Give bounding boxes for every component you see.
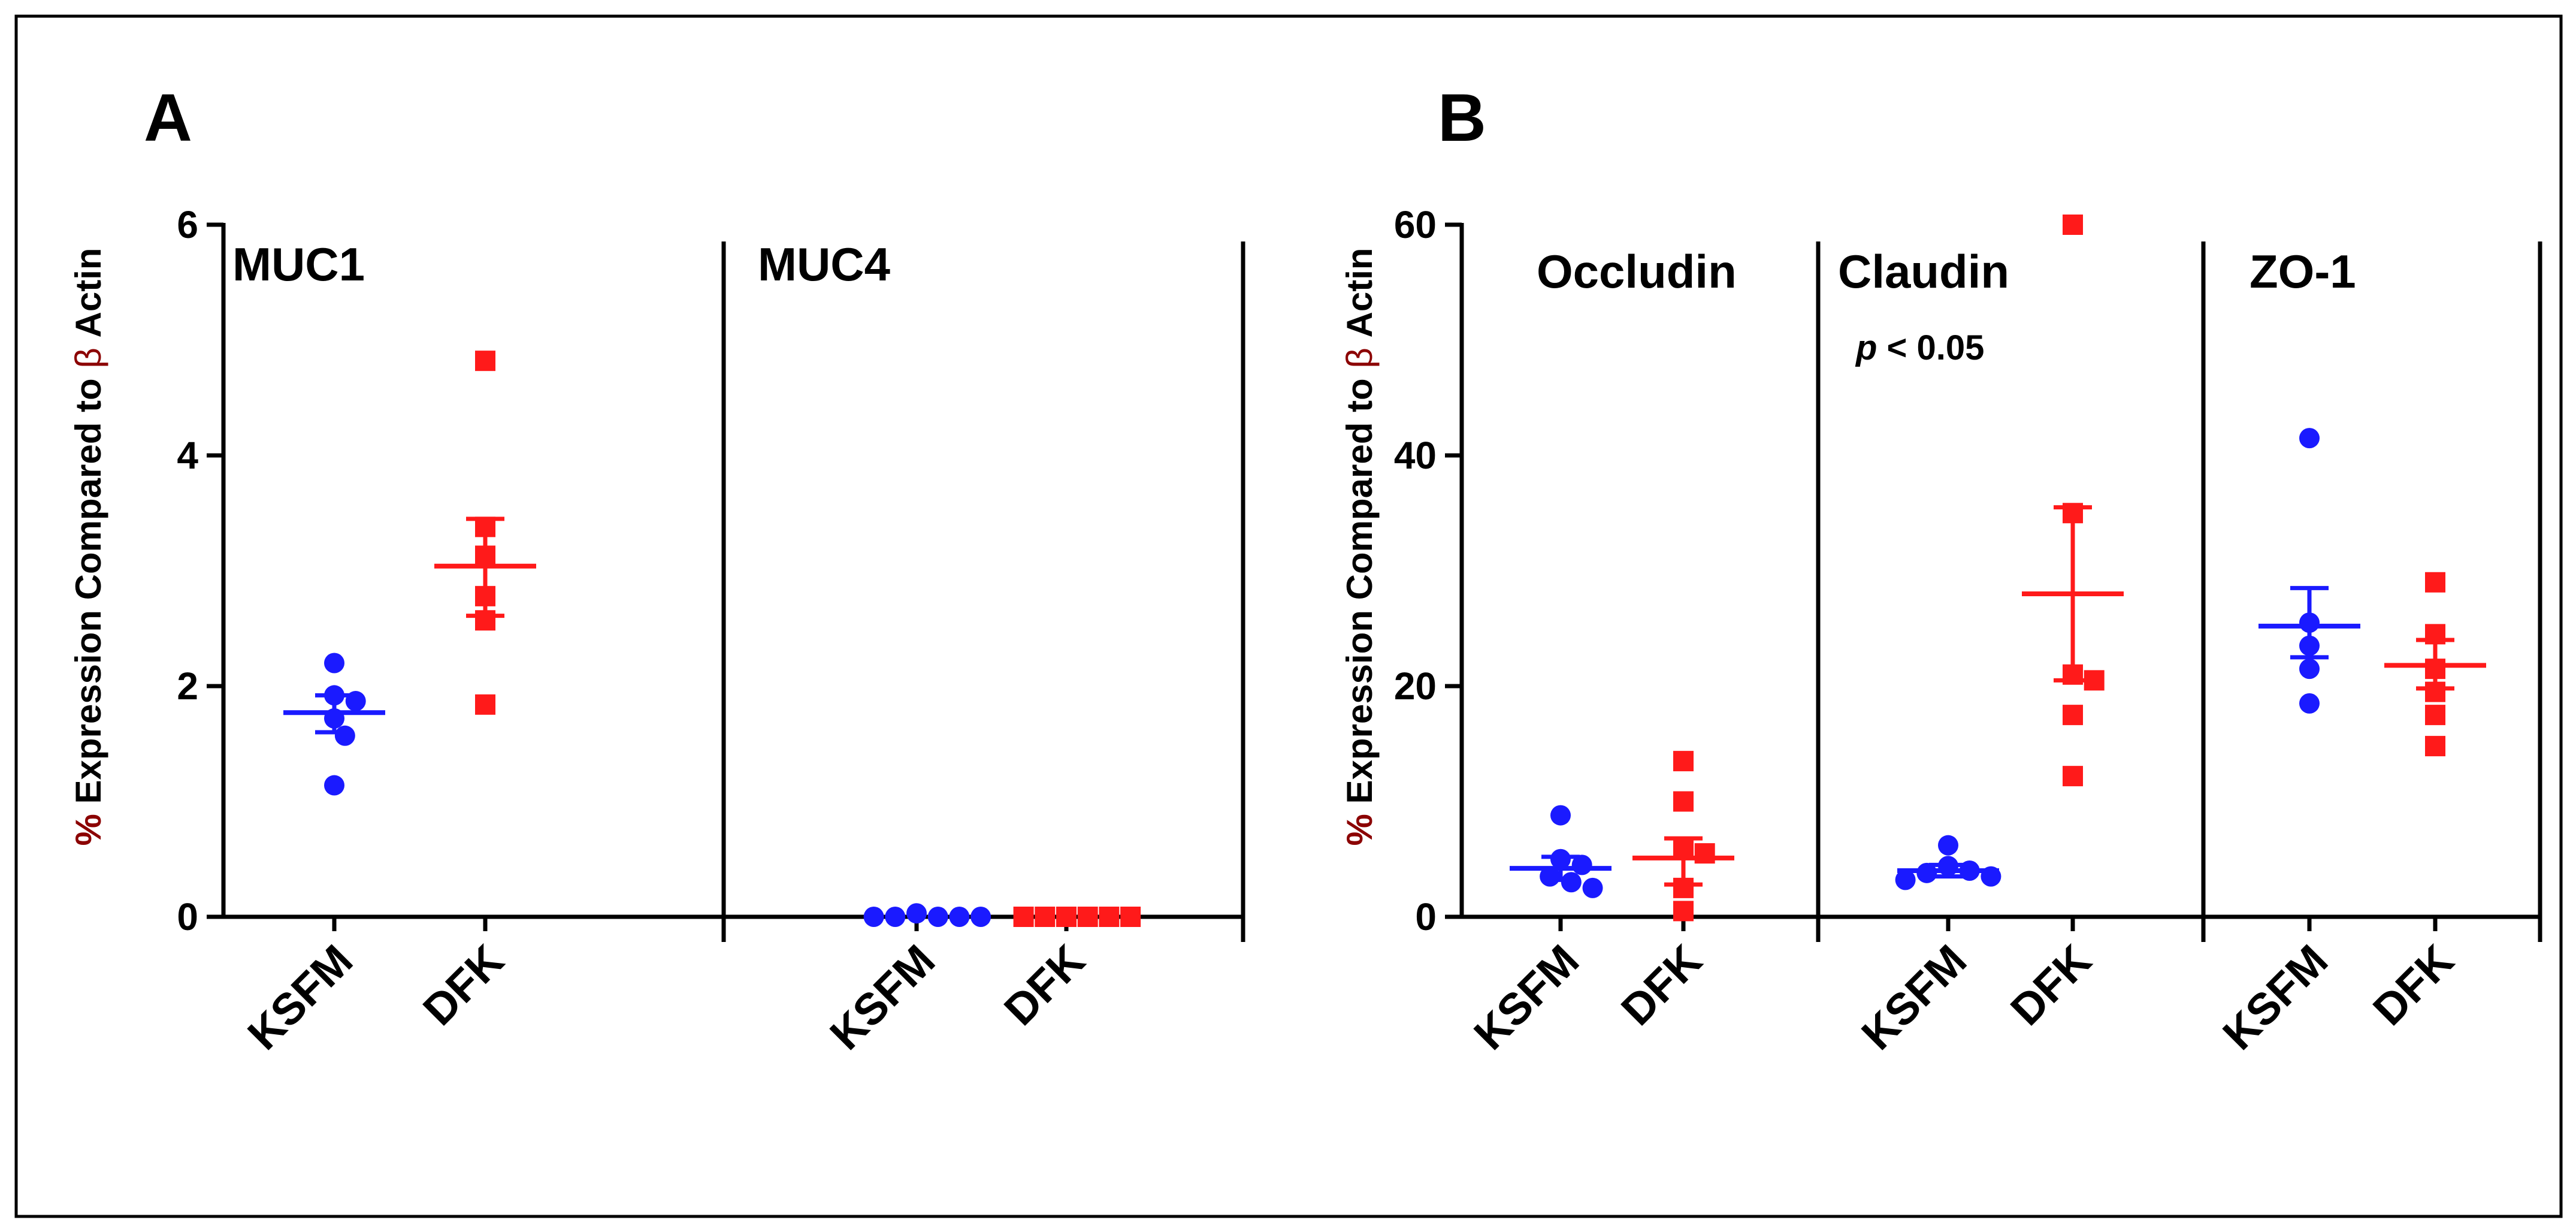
data-point: [1582, 877, 1603, 898]
y-axis-title: % Expression Compared to β Actin: [68, 247, 108, 846]
data-point: [2425, 705, 2445, 726]
data-point: [1694, 843, 1715, 864]
category-label: KSFM: [1852, 935, 1976, 1059]
data-point: [949, 907, 970, 927]
y-axis-title-percent: %: [1340, 814, 1380, 846]
y-tick-label: 6: [177, 203, 198, 246]
data-point: [2063, 215, 2083, 235]
panel-letter: B: [1438, 80, 1486, 155]
y-axis-title-percent: %: [68, 814, 108, 846]
data-point: [1895, 869, 1916, 890]
data-point: [2299, 693, 2320, 714]
data-point: [324, 653, 344, 674]
data-point: [906, 903, 927, 924]
data-point: [2299, 428, 2320, 449]
y-axis-title-text: Expression Compared to: [68, 369, 108, 814]
data-point: [2425, 572, 2445, 593]
y-axis-title-beta: β: [68, 337, 108, 368]
y-axis-title-suffix: Actin: [1340, 247, 1380, 337]
y-tick-label: 0: [1415, 895, 1437, 938]
y-tick-label: 4: [177, 434, 198, 477]
data-point: [324, 775, 344, 796]
panel-letter: A: [144, 80, 192, 155]
data-point: [1056, 907, 1077, 927]
group-title: Occludin: [1537, 245, 1737, 298]
y-tick-label: 40: [1394, 434, 1437, 477]
data-point: [1099, 907, 1120, 927]
data-point: [1673, 751, 1694, 772]
data-point: [927, 907, 948, 927]
y-axis-title-text: Expression Compared to: [1340, 369, 1380, 814]
category-label: DFK: [2001, 935, 2100, 1035]
group-title: MUC1: [232, 238, 365, 291]
data-point: [1673, 901, 1694, 922]
y-tick-label: 2: [177, 665, 198, 708]
category-label: KSFM: [238, 935, 362, 1059]
data-point: [2425, 736, 2445, 757]
p-value: < 0.05: [1877, 328, 1984, 367]
data-point: [1550, 805, 1571, 826]
data-point: [970, 907, 991, 927]
data-point: [1035, 907, 1056, 927]
category-label: KSFM: [1464, 935, 1588, 1059]
y-axis-title-suffix: Actin: [68, 247, 108, 337]
category-label: DFK: [2363, 935, 2463, 1035]
category-label: DFK: [994, 935, 1094, 1035]
category-label: DFK: [1611, 935, 1711, 1035]
category-label: KSFM: [2213, 935, 2337, 1059]
group-title: Claudin: [1838, 245, 2009, 298]
data-point: [1013, 907, 1034, 927]
data-point: [475, 351, 495, 372]
data-point: [1938, 835, 1958, 856]
y-tick-label: 20: [1394, 665, 1437, 708]
group-note: p < 0.05: [1855, 328, 1984, 367]
y-axis-title: % Expression Compared to β Actin: [1340, 247, 1380, 846]
data-point: [1120, 907, 1141, 927]
category-label: KSFM: [820, 935, 944, 1059]
y-tick-label: 0: [177, 895, 198, 938]
data-point: [885, 907, 906, 927]
y-tick-label: 60: [1394, 203, 1437, 246]
figure-border: [14, 14, 2563, 1218]
p-symbol: p: [1855, 328, 1877, 367]
data-point: [2063, 766, 2083, 787]
data-point: [1077, 907, 1098, 927]
data-point: [1673, 791, 1694, 812]
data-point: [2063, 705, 2083, 726]
category-label: DFK: [413, 935, 513, 1035]
data-point: [1561, 872, 1582, 893]
data-point: [334, 725, 355, 746]
y-axis-title-beta: β: [1340, 337, 1380, 368]
data-point: [475, 694, 495, 715]
data-point: [863, 907, 884, 927]
group-title: MUC4: [758, 238, 890, 291]
group-title: ZO-1: [2250, 245, 2356, 298]
data-point: [2299, 659, 2320, 680]
